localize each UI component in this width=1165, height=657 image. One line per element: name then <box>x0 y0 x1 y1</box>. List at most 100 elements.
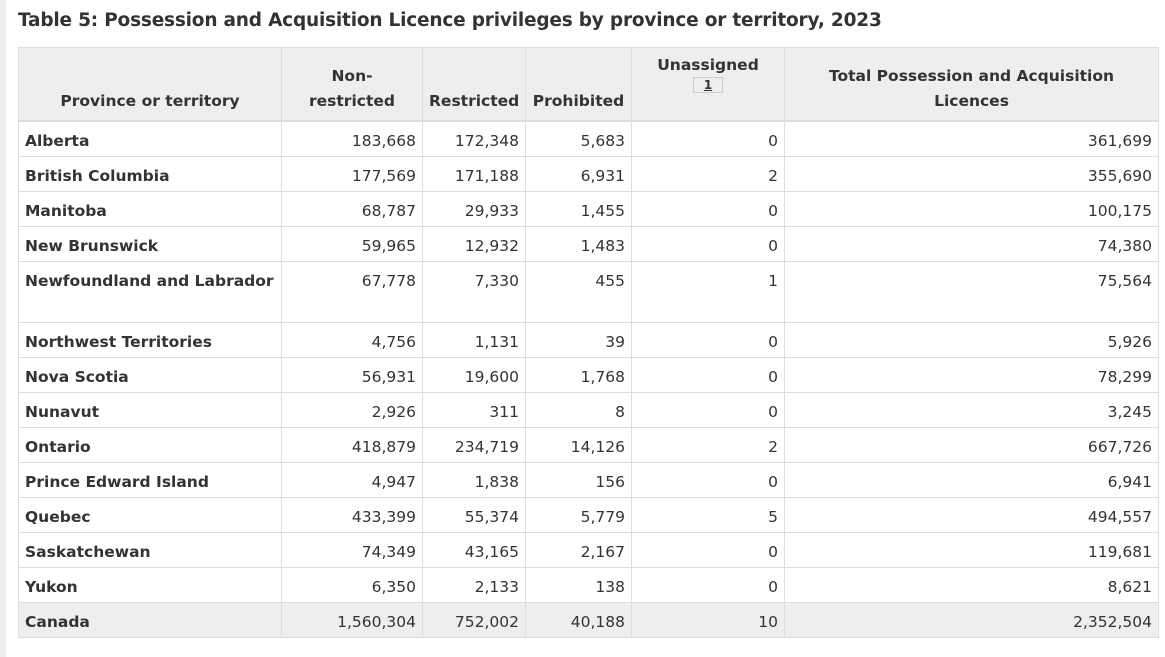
non-restricted-cell: 68,787 <box>281 190 423 227</box>
non-restricted-cell: 59,965 <box>281 225 423 262</box>
restricted-cell: 311 <box>422 391 526 428</box>
table-row: British Columbia 177,569 171,188 6,931 2 355,… <box>18 155 1159 192</box>
total-cell: 355,690 <box>784 155 1159 192</box>
table-row: Newfoundland and Labrador 67,778 7,330 455 1… <box>18 260 1159 323</box>
total-cell: 75,564 <box>784 260 1159 323</box>
restricted-cell: 752,002 <box>422 601 526 638</box>
non-restricted-cell: 433,399 <box>281 496 423 533</box>
total-cell: 100,175 <box>784 190 1159 227</box>
province-cell: Ontario <box>18 426 282 463</box>
page-margin-strip <box>0 0 6 657</box>
prohibited-cell: 1,768 <box>525 356 632 393</box>
non-restricted-cell: 183,668 <box>281 120 423 157</box>
restricted-cell: 1,838 <box>422 461 526 498</box>
col-header-province: Province or territory <box>18 47 282 122</box>
unassigned-cell: 0 <box>631 225 785 262</box>
table-row: Saskatchewan 74,349 43,165 2,167 0 119,681 <box>18 531 1159 568</box>
prohibited-cell: 39 <box>525 321 632 358</box>
non-restricted-cell: 177,569 <box>281 155 423 192</box>
unassigned-cell: 0 <box>631 461 785 498</box>
prohibited-cell: 40,188 <box>525 601 632 638</box>
col-header-non-restricted-label: Non-restricted <box>309 67 395 110</box>
province-cell: Nova Scotia <box>18 356 282 393</box>
prohibited-cell: 5,779 <box>525 496 632 533</box>
non-restricted-cell: 1,560,304 <box>281 601 423 638</box>
restricted-cell: 2,133 <box>422 566 526 603</box>
table-row: Prince Edward Island 4,947 1,838 156 0 6,941 <box>18 461 1159 498</box>
total-cell: 74,380 <box>784 225 1159 262</box>
restricted-cell: 172,348 <box>422 120 526 157</box>
prohibited-cell: 455 <box>525 260 632 323</box>
table-row-total: Canada 1,560,304 752,002 40,188 10 2,352,504 <box>18 601 1159 638</box>
prohibited-cell: 5,683 <box>525 120 632 157</box>
prohibited-cell: 2,167 <box>525 531 632 568</box>
prohibited-cell: 14,126 <box>525 426 632 463</box>
unassigned-cell: 2 <box>631 155 785 192</box>
col-header-non-restricted: Non-restricted <box>281 47 423 122</box>
col-header-unassigned-label: Unassigned <box>657 56 759 74</box>
table-row: Nunavut 2,926 311 8 0 3,245 <box>18 391 1159 428</box>
non-restricted-cell: 2,926 <box>281 391 423 428</box>
table-row: Yukon 6,350 2,133 138 0 8,621 <box>18 566 1159 603</box>
table-row: Manitoba 68,787 29,933 1,455 0 100,175 <box>18 190 1159 227</box>
table-row: Northwest Territories 4,756 1,131 39 0 5,926 <box>18 321 1159 358</box>
total-cell: 119,681 <box>784 531 1159 568</box>
non-restricted-cell: 4,756 <box>281 321 423 358</box>
restricted-cell: 171,188 <box>422 155 526 192</box>
unassigned-cell: 0 <box>631 190 785 227</box>
col-header-total-label: Total Possession and Acquisition Licence… <box>828 67 1115 110</box>
non-restricted-cell: 4,947 <box>281 461 423 498</box>
pal-privileges-table: Province or territory Non-restricted Res… <box>18 47 1159 638</box>
unassigned-cell: 10 <box>631 601 785 638</box>
restricted-cell: 7,330 <box>422 260 526 323</box>
total-cell: 5,926 <box>784 321 1159 358</box>
prohibited-cell: 138 <box>525 566 632 603</box>
table-row: Ontario 418,879 234,719 14,126 2 667,726 <box>18 426 1159 463</box>
unassigned-cell: 0 <box>631 120 785 157</box>
restricted-cell: 12,932 <box>422 225 526 262</box>
province-cell: Northwest Territories <box>18 321 282 358</box>
table-body: Alberta 183,668 172,348 5,683 0 361,699 Britis… <box>18 120 1159 638</box>
table-row: Alberta 183,668 172,348 5,683 0 361,699 <box>18 120 1159 157</box>
total-cell: 8,621 <box>784 566 1159 603</box>
prohibited-cell: 8 <box>525 391 632 428</box>
total-cell: 78,299 <box>784 356 1159 393</box>
restricted-cell: 19,600 <box>422 356 526 393</box>
header-row: Province or territory Non-restricted Res… <box>18 47 1159 122</box>
total-cell: 361,699 <box>784 120 1159 157</box>
province-cell: Canada <box>18 601 282 638</box>
restricted-cell: 1,131 <box>422 321 526 358</box>
non-restricted-cell: 74,349 <box>281 531 423 568</box>
total-cell: 2,352,504 <box>784 601 1159 638</box>
non-restricted-cell: 418,879 <box>281 426 423 463</box>
restricted-cell: 29,933 <box>422 190 526 227</box>
unassigned-cell: 0 <box>631 321 785 358</box>
prohibited-cell: 1,455 <box>525 190 632 227</box>
non-restricted-cell: 56,931 <box>281 356 423 393</box>
col-header-prohibited: Prohibited <box>525 47 632 122</box>
prohibited-cell: 1,483 <box>525 225 632 262</box>
province-cell: Alberta <box>18 120 282 157</box>
restricted-cell: 234,719 <box>422 426 526 463</box>
province-cell: Manitoba <box>18 190 282 227</box>
unassigned-cell: 0 <box>631 356 785 393</box>
province-cell: Nunavut <box>18 391 282 428</box>
non-restricted-cell: 67,778 <box>281 260 423 323</box>
province-cell: Saskatchewan <box>18 531 282 568</box>
prohibited-cell: 6,931 <box>525 155 632 192</box>
table-row: Quebec 433,399 55,374 5,779 5 494,557 <box>18 496 1159 533</box>
unassigned-cell: 0 <box>631 566 785 603</box>
total-cell: 6,941 <box>784 461 1159 498</box>
col-header-unassigned: Unassigned 1 <box>631 47 785 122</box>
province-cell: British Columbia <box>18 155 282 192</box>
footnote-1-link[interactable]: 1 <box>692 77 724 93</box>
unassigned-cell: 0 <box>631 531 785 568</box>
unassigned-cell: 2 <box>631 426 785 463</box>
col-header-total: Total Possession and Acquisition Licence… <box>784 47 1159 122</box>
restricted-cell: 55,374 <box>422 496 526 533</box>
unassigned-cell: 0 <box>631 391 785 428</box>
table-row: New Brunswick 59,965 12,932 1,483 0 74,380 <box>18 225 1159 262</box>
province-cell: Yukon <box>18 566 282 603</box>
province-cell: Prince Edward Island <box>18 461 282 498</box>
unassigned-cell: 5 <box>631 496 785 533</box>
